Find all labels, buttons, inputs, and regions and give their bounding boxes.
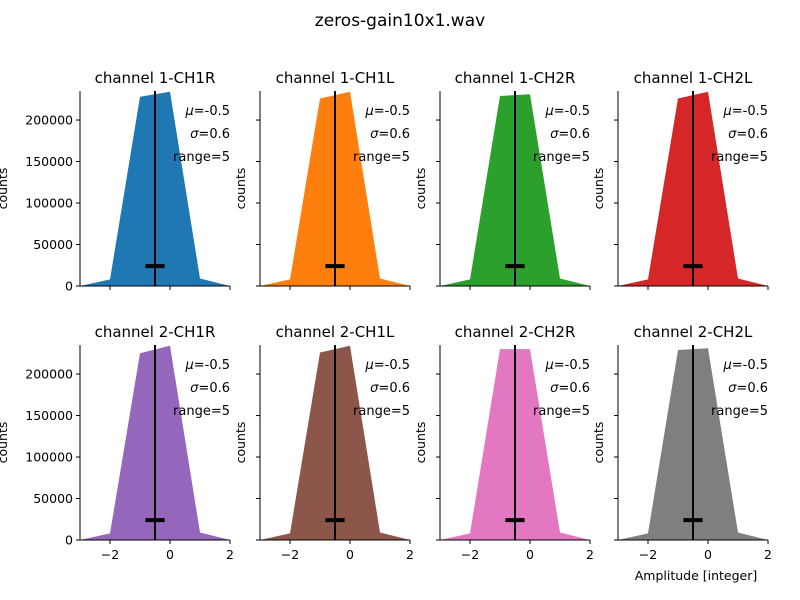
subplot-title: channel 1-CH1L	[276, 69, 395, 87]
stats-annotation: range=5	[533, 150, 590, 165]
x-tick-label: −2	[461, 547, 479, 562]
x-tick-label: 0	[166, 547, 174, 562]
y-tick-label: 200000	[25, 367, 73, 382]
stats-annotation: σ=0.6	[190, 127, 230, 142]
y-tick-label: 0	[65, 533, 73, 548]
stats-annotation: range=5	[353, 150, 410, 165]
stats-annotation: σ=0.6	[370, 127, 410, 142]
stats-annotation: μ=-0.5	[364, 104, 410, 119]
stats-annotation: range=5	[353, 404, 410, 419]
y-tick-label: 100000	[25, 196, 73, 211]
stats-annotation: σ=0.6	[728, 381, 768, 396]
x-tick-label: −2	[101, 547, 119, 562]
stats-annotation: μ=-0.5	[184, 104, 230, 119]
subplot-title: channel 1-CH1R	[95, 69, 216, 87]
x-tick-label: 0	[346, 547, 354, 562]
subplot-title: channel 2-CH1R	[95, 323, 216, 341]
y-axis-label: counts	[413, 422, 428, 464]
stats-annotation: range=5	[533, 404, 590, 419]
subplot-5: 0 50000 100000 150000 200000 −2 0 2 channel 2-CH…	[0, 323, 234, 562]
x-tick-label: 0	[704, 547, 712, 562]
stats-annotation: σ=0.6	[190, 381, 230, 396]
subplot-1: 0 50000 100000 150000 200000 channel 1-CH1R co…	[0, 69, 231, 294]
x-tick-label: 0	[526, 547, 534, 562]
x-tick-label: −2	[639, 547, 657, 562]
y-axis-label: counts	[0, 168, 10, 210]
y-axis-label: counts	[591, 168, 606, 210]
x-axis-label: Amplitude [integer]	[635, 568, 758, 583]
stats-annotation: μ=-0.5	[364, 358, 410, 373]
subplot-7: −2 0 2 channel 2-CH2R counts μ=-0.5 σ=0.6 range…	[413, 323, 594, 562]
stats-annotation: range=5	[711, 404, 768, 419]
stats-annotation: σ=0.6	[370, 381, 410, 396]
stats-annotation: σ=0.6	[550, 381, 590, 396]
y-axis-label: counts	[413, 168, 428, 210]
x-tick-label: −2	[281, 547, 299, 562]
stats-annotation: σ=0.6	[728, 127, 768, 142]
y-axis-label: counts	[233, 168, 248, 210]
subplot-3: channel 1-CH2R counts μ=-0.5 σ=0.6 range=5	[413, 69, 591, 290]
stats-annotation: μ=-0.5	[544, 104, 590, 119]
y-tick-label: 100000	[25, 450, 73, 465]
stats-annotation: μ=-0.5	[722, 358, 768, 373]
x-tick-label: 2	[764, 547, 772, 562]
y-tick-label: 200000	[25, 113, 73, 128]
subplot-title: channel 2-CH2R	[455, 323, 576, 341]
stats-annotation: range=5	[711, 150, 768, 165]
subplot-6: −2 0 2 channel 2-CH1L counts μ=-0.5 σ=0.6 range…	[233, 323, 414, 562]
y-tick-label: 50000	[33, 237, 73, 252]
stats-annotation: range=5	[173, 404, 230, 419]
subplot-2: channel 1-CH1L counts μ=-0.5 σ=0.6 range=5	[233, 69, 411, 290]
x-tick-label: 2	[226, 547, 234, 562]
x-tick-label: 2	[406, 547, 414, 562]
subplot-8: −2 0 2 channel 2-CH2L counts Amplitude [integ…	[591, 323, 772, 583]
figure-title: zeros-gain10x1.wav	[315, 11, 485, 31]
stats-annotation: μ=-0.5	[544, 358, 590, 373]
y-tick-label: 150000	[25, 154, 73, 169]
stats-annotation: μ=-0.5	[722, 104, 768, 119]
y-tick-label: 50000	[33, 491, 73, 506]
stats-annotation: range=5	[173, 150, 230, 165]
y-axis-label: counts	[0, 422, 10, 464]
subplot-title: channel 2-CH1L	[276, 323, 395, 341]
subplot-title: channel 1-CH2L	[634, 69, 753, 87]
y-tick-label: 0	[65, 279, 73, 294]
stats-annotation: μ=-0.5	[184, 358, 230, 373]
y-axis-label: counts	[591, 422, 606, 464]
subplot-4: channel 1-CH2L counts μ=-0.5 σ=0.6 range=5	[591, 69, 769, 290]
stats-annotation: σ=0.6	[550, 127, 590, 142]
subplot-title: channel 2-CH2L	[634, 323, 753, 341]
y-tick-label: 150000	[25, 408, 73, 423]
subplot-title: channel 1-CH2R	[455, 69, 576, 87]
y-axis-label: counts	[233, 422, 248, 464]
x-tick-label: 2	[586, 547, 594, 562]
